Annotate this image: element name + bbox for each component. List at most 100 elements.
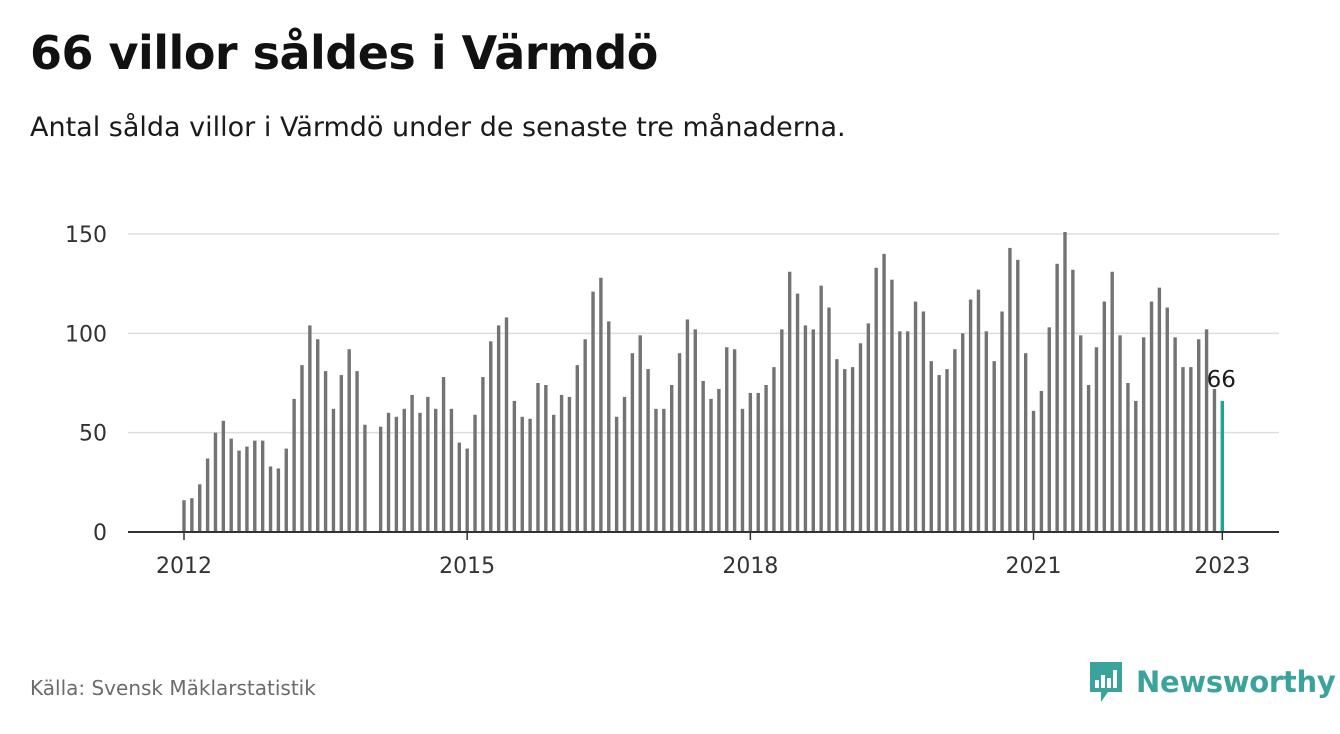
bar	[662, 408, 666, 532]
bar	[394, 416, 399, 532]
bar	[898, 331, 902, 532]
bar	[182, 500, 186, 532]
y-axis-tick-labels: 0 50 100 150	[65, 223, 107, 546]
x-tick-label: 2021	[1006, 554, 1062, 579]
bar	[1047, 327, 1051, 532]
bar	[976, 289, 981, 532]
bar	[1008, 247, 1012, 532]
bar	[638, 335, 642, 532]
bar	[205, 458, 210, 532]
bar	[316, 339, 320, 532]
bar	[795, 293, 800, 532]
data-labels: 66	[1207, 367, 1236, 393]
bar	[496, 325, 501, 532]
bar	[1039, 390, 1044, 532]
x-axis	[128, 531, 1279, 540]
bar	[292, 398, 296, 532]
bar	[717, 388, 721, 532]
bars	[182, 232, 1225, 532]
bar	[268, 466, 273, 532]
bar	[591, 291, 595, 532]
bar	[331, 408, 336, 532]
bar	[835, 359, 839, 532]
bar	[198, 484, 202, 532]
bar	[905, 331, 910, 532]
bar	[913, 301, 918, 532]
bar	[725, 347, 729, 532]
bar	[677, 353, 682, 532]
bar	[803, 325, 808, 532]
bar	[260, 440, 265, 532]
bar	[1149, 301, 1154, 532]
bar	[1141, 337, 1146, 532]
bar	[866, 323, 871, 532]
bar	[772, 367, 776, 532]
bar	[221, 420, 226, 532]
chart-subtitle: Antal sålda villor i Värmdö under de sen…	[30, 112, 846, 143]
bar	[874, 267, 878, 532]
bar	[1118, 335, 1122, 532]
bar	[701, 381, 705, 532]
bar	[685, 319, 690, 532]
bar	[1157, 287, 1162, 532]
x-tick-label: 2012	[156, 554, 212, 579]
bar	[709, 398, 713, 532]
bar	[402, 408, 406, 532]
brand-name: Newsworthy	[1136, 665, 1336, 699]
bar	[441, 377, 446, 532]
brand-logo[interactable]: Newsworthy	[1088, 660, 1336, 704]
bar	[693, 329, 697, 532]
bar	[536, 383, 540, 532]
x-tick-label: 2023	[1194, 554, 1250, 579]
bar	[276, 468, 281, 532]
y-tick-label: 50	[79, 422, 107, 447]
bar	[858, 343, 863, 532]
bar	[213, 432, 218, 532]
bar	[756, 392, 760, 532]
bar	[787, 271, 792, 532]
bar	[481, 377, 485, 532]
bar	[544, 384, 548, 532]
bar	[827, 307, 831, 532]
y-tick-label: 100	[65, 322, 107, 347]
bar	[921, 311, 926, 532]
bar	[945, 369, 949, 532]
bar	[654, 408, 658, 532]
bar	[552, 414, 556, 532]
bar	[732, 349, 737, 532]
bar	[1016, 259, 1020, 532]
bar	[284, 448, 288, 532]
bar	[363, 424, 367, 532]
bar	[253, 440, 257, 532]
bar	[984, 331, 989, 532]
bar	[1063, 232, 1067, 532]
bar	[457, 442, 462, 532]
bar-chart: 0 50 100 150 2012 2015 2018 2021 2023 66	[65, 223, 1279, 579]
bar	[1086, 384, 1091, 532]
bar	[473, 414, 477, 532]
bar	[614, 416, 619, 532]
bar	[740, 408, 745, 532]
bar	[1079, 335, 1083, 532]
bar	[1197, 339, 1201, 532]
bar	[520, 416, 524, 532]
bar	[418, 412, 422, 532]
bar	[237, 450, 241, 532]
bar	[622, 396, 627, 532]
bar	[1094, 347, 1099, 532]
bar	[843, 369, 847, 532]
bar	[1173, 337, 1177, 532]
bar	[489, 341, 493, 532]
bar	[961, 333, 965, 532]
bar	[512, 400, 517, 532]
bar	[245, 446, 249, 532]
x-axis-tick-labels: 2012 2015 2018 2021 2023	[156, 554, 1250, 579]
bar	[850, 367, 855, 532]
bar	[300, 365, 304, 532]
y-tick-label: 150	[65, 223, 107, 248]
bar	[1055, 263, 1059, 532]
bar	[1189, 367, 1193, 532]
y-tick-label: 0	[93, 521, 107, 546]
bar	[575, 365, 579, 532]
bar	[465, 448, 469, 532]
